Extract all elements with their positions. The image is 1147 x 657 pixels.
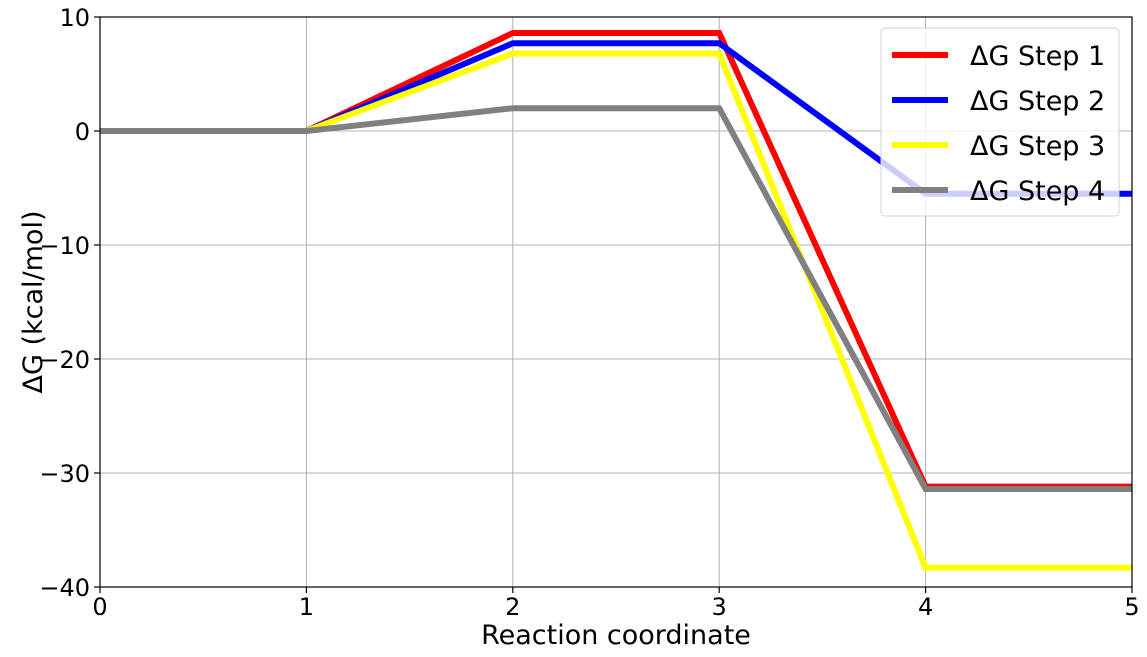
legend: ΔG Step 1 ΔG Step 2 ΔG Step 3 ΔG Step 4 — [880, 27, 1120, 217]
legend-label: ΔG Step 3 — [970, 131, 1105, 162]
legend-label: ΔG Step 2 — [970, 86, 1105, 117]
x-tick-label: 4 — [918, 593, 933, 621]
y-tick-label: −40 — [39, 574, 90, 602]
x-tick-label: 3 — [712, 593, 727, 621]
x-tick-label: 1 — [299, 593, 314, 621]
y-tick-label: 0 — [75, 118, 90, 146]
axis-ticks: 0 1 2 3 4 5 −40 −30 −20 −10 0 10 — [39, 4, 1139, 621]
x-axis-title: Reaction coordinate — [481, 620, 751, 651]
y-tick-label: −30 — [39, 460, 90, 488]
legend-label: ΔG Step 4 — [970, 176, 1105, 207]
legend-box — [880, 27, 1120, 217]
plot-frame — [99, 16, 1133, 588]
y-tick-label: −10 — [39, 232, 90, 260]
legend-label: ΔG Step 1 — [970, 41, 1105, 72]
x-tick-label: 5 — [1124, 593, 1139, 621]
y-axis-title: ΔG (kcal/mol) — [18, 211, 49, 394]
x-tick-label: 0 — [92, 593, 107, 621]
series-line-step-4 — [100, 105, 1132, 492]
y-tick-label: 10 — [59, 4, 90, 32]
y-tick-label: −20 — [39, 346, 90, 374]
x-tick-label: 2 — [505, 593, 520, 621]
